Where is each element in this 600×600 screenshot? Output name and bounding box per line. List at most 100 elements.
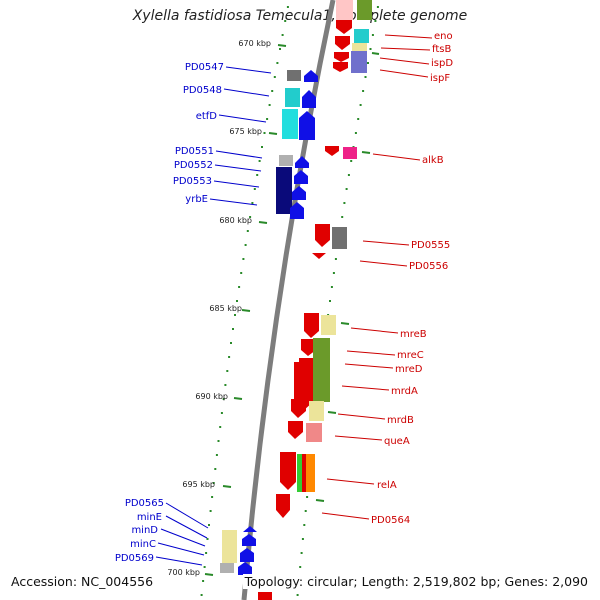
gene-feature-olive <box>357 0 372 20</box>
gene-arrow-reverse <box>276 494 290 518</box>
gene-arrow-forward <box>240 548 254 562</box>
gene-arrow-forward <box>302 90 316 108</box>
track-dot <box>266 118 269 120</box>
gene-label-PD0565[interactable]: PD0565 <box>125 498 164 509</box>
gene-label-PD0548[interactable]: PD0548 <box>183 85 222 96</box>
gene-label-mrdA[interactable]: mrdA <box>391 386 418 397</box>
gene-label-PD0569[interactable]: PD0569 <box>115 553 154 564</box>
leader-line <box>155 556 203 566</box>
map-title: Xylella fastidiosa Temecula1, complete g… <box>132 8 468 24</box>
gene-label-PD0553[interactable]: PD0553 <box>173 176 212 187</box>
gene-label-queA[interactable]: queA <box>384 436 410 447</box>
gene-label-etfD[interactable]: etfD <box>196 111 218 122</box>
track-dot <box>236 300 238 302</box>
gene-label-alkB[interactable]: alkB <box>422 155 444 166</box>
tick-mark <box>222 485 232 488</box>
gene-arrow-reverse <box>336 20 352 34</box>
track-dot <box>273 76 276 78</box>
track-dot <box>242 258 245 260</box>
gene-label-yrbE[interactable]: yrbE <box>185 194 208 205</box>
track-dot <box>230 342 232 344</box>
leader-line <box>321 512 370 520</box>
tick-mark <box>268 132 278 135</box>
track-dot <box>374 20 377 22</box>
gene-feature-navy <box>276 167 292 214</box>
gene-label-PD0564[interactable]: PD0564 <box>371 515 410 526</box>
gene-label-relA[interactable]: relA <box>377 480 397 491</box>
forward-strand-features <box>220 70 318 575</box>
gene-label-ispD[interactable]: ispD <box>431 58 453 69</box>
track-dot <box>334 258 337 260</box>
track-dot <box>211 496 214 498</box>
gene-feature-khaki <box>222 530 237 563</box>
track-dot <box>217 440 220 442</box>
gene-feature-slate <box>351 51 367 73</box>
gene-arrow-reverse <box>335 36 350 50</box>
track-dot <box>367 62 369 64</box>
accession-label: Accession: NC_004556 <box>9 574 156 589</box>
track-dot <box>224 384 227 386</box>
gene-label-mreC[interactable]: mreC <box>397 350 424 361</box>
gene-label-PD0555[interactable]: PD0555 <box>411 240 450 251</box>
track-dot <box>364 76 367 78</box>
gene-label-PD0551[interactable]: PD0551 <box>175 146 214 157</box>
gene-arrow-reverse <box>325 146 339 156</box>
gene-label-PD0552[interactable]: PD0552 <box>174 160 213 171</box>
genome-summary: Topology: circular; Length: 2,519,802 bp… <box>242 574 590 589</box>
leader-line <box>214 164 262 172</box>
gene-label-mreD[interactable]: mreD <box>395 364 423 375</box>
gene-label-minC[interactable]: minC <box>130 539 156 550</box>
gene-label-mrdB[interactable]: mrdB <box>387 415 414 426</box>
track-dot <box>209 510 212 512</box>
gene-label-PD0556[interactable]: PD0556 <box>409 261 448 272</box>
gene-label-eno[interactable]: eno <box>434 31 453 42</box>
track-dot <box>301 538 304 540</box>
track-dot <box>330 286 333 288</box>
gene-arrow-reverse <box>288 421 303 439</box>
track-dot <box>271 90 274 92</box>
gene-feature-khaki <box>321 315 336 335</box>
track-dot <box>251 202 254 204</box>
track-dot <box>208 524 210 526</box>
track-dot <box>343 202 346 204</box>
gene-arrow-reverse <box>333 62 348 72</box>
leader-line <box>337 413 386 420</box>
tick-label: 695 kbp <box>182 480 215 489</box>
leader-line <box>341 385 390 391</box>
gene-arrow-reverse <box>291 399 306 418</box>
leader-line <box>334 435 383 441</box>
gene-label-ispF[interactable]: ispF <box>430 73 450 84</box>
tick-label: 675 kbp <box>229 127 262 136</box>
gene-label-PD0547[interactable]: PD0547 <box>185 62 224 73</box>
track-dot <box>341 216 344 218</box>
tick-label: 690 kbp <box>195 392 228 401</box>
gene-arrow-forward <box>238 562 252 575</box>
track-dot <box>234 314 236 316</box>
gene-arrow-reverse <box>334 52 349 62</box>
leader-line <box>209 198 258 206</box>
leader-line <box>213 180 260 188</box>
track-dot <box>286 6 289 8</box>
gene-label-minD[interactable]: minD <box>131 525 158 536</box>
track-dot <box>240 272 243 274</box>
gene-label-mreB[interactable]: mreB <box>400 329 427 340</box>
leader-line <box>362 240 410 246</box>
leader-line <box>344 363 394 369</box>
gene-arrow-reverse <box>301 339 316 356</box>
track-dot <box>238 286 241 288</box>
gene-label-ftsB[interactable]: ftsB <box>432 44 451 55</box>
track-dot <box>359 104 362 106</box>
track-dot <box>354 132 357 134</box>
leader-line <box>372 153 421 161</box>
tick-group: 670 kbp 675 kbp 680 kbp 685 kbp 690 kbp … <box>167 39 287 577</box>
gene-arrow-forward <box>304 70 318 82</box>
gene-arrow-forward <box>295 156 309 168</box>
track-dot <box>258 160 261 162</box>
track-dot <box>279 48 281 50</box>
gene-label-minE[interactable]: minE <box>137 512 162 523</box>
track-dot <box>329 300 331 302</box>
gene-feature-red <box>258 592 272 600</box>
leader-line <box>384 34 433 39</box>
leader-line <box>218 114 267 123</box>
tick-mark <box>204 573 214 576</box>
